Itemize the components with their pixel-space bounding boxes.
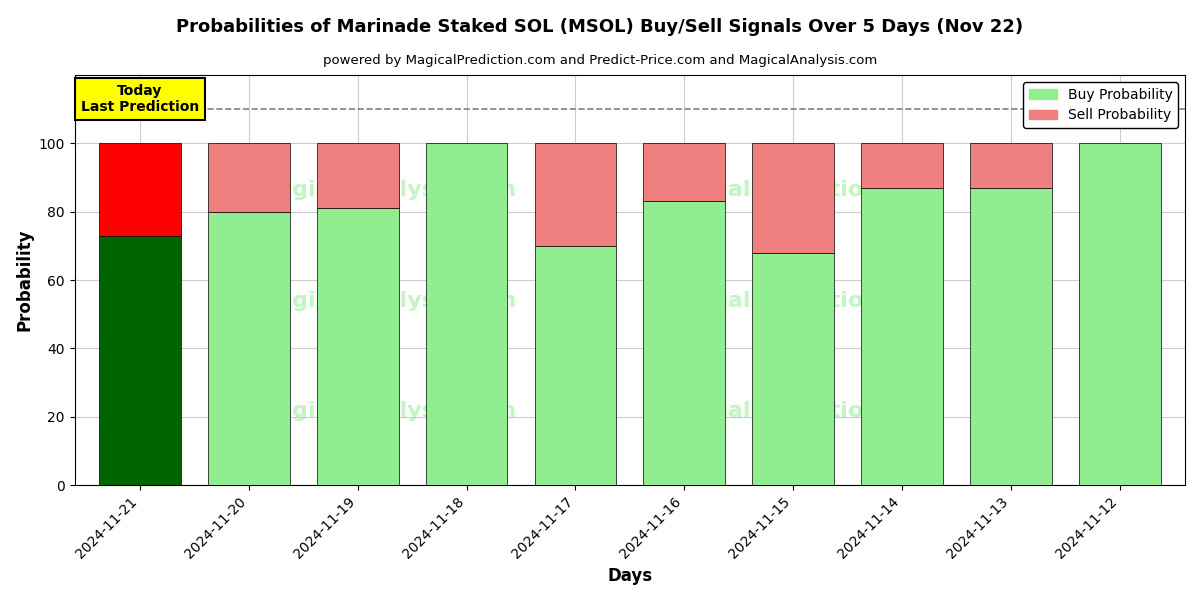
Text: MagicalPrediction.com: MagicalPrediction.com bbox=[654, 401, 940, 421]
X-axis label: Days: Days bbox=[607, 567, 653, 585]
Bar bbox=[643, 143, 725, 202]
Bar bbox=[752, 143, 834, 253]
Y-axis label: Probability: Probability bbox=[16, 229, 34, 331]
Bar bbox=[643, 202, 725, 485]
Text: MagicalPrediction.com: MagicalPrediction.com bbox=[654, 290, 940, 311]
Bar bbox=[208, 143, 289, 212]
Bar bbox=[534, 246, 617, 485]
Bar bbox=[970, 188, 1051, 485]
Text: Today
Last Prediction: Today Last Prediction bbox=[80, 84, 199, 114]
Text: MagicalAnalysis.com: MagicalAnalysis.com bbox=[254, 401, 516, 421]
Bar bbox=[1079, 143, 1160, 485]
Text: powered by MagicalPrediction.com and Predict-Price.com and MagicalAnalysis.com: powered by MagicalPrediction.com and Pre… bbox=[323, 54, 877, 67]
Bar bbox=[317, 143, 398, 208]
Bar bbox=[208, 212, 289, 485]
Bar bbox=[426, 143, 508, 485]
Bar bbox=[752, 253, 834, 485]
Bar bbox=[100, 236, 181, 485]
Bar bbox=[970, 143, 1051, 188]
Bar bbox=[317, 208, 398, 485]
Bar bbox=[862, 143, 943, 188]
Text: MagicalPrediction.com: MagicalPrediction.com bbox=[654, 180, 940, 200]
Text: MagicalAnalysis.com: MagicalAnalysis.com bbox=[254, 290, 516, 311]
Bar bbox=[862, 188, 943, 485]
Text: MagicalAnalysis.com: MagicalAnalysis.com bbox=[254, 180, 516, 200]
Text: Probabilities of Marinade Staked SOL (MSOL) Buy/Sell Signals Over 5 Days (Nov 22: Probabilities of Marinade Staked SOL (MS… bbox=[176, 18, 1024, 36]
Legend: Buy Probability, Sell Probability: Buy Probability, Sell Probability bbox=[1024, 82, 1178, 128]
Bar bbox=[534, 143, 617, 246]
Bar bbox=[100, 143, 181, 236]
